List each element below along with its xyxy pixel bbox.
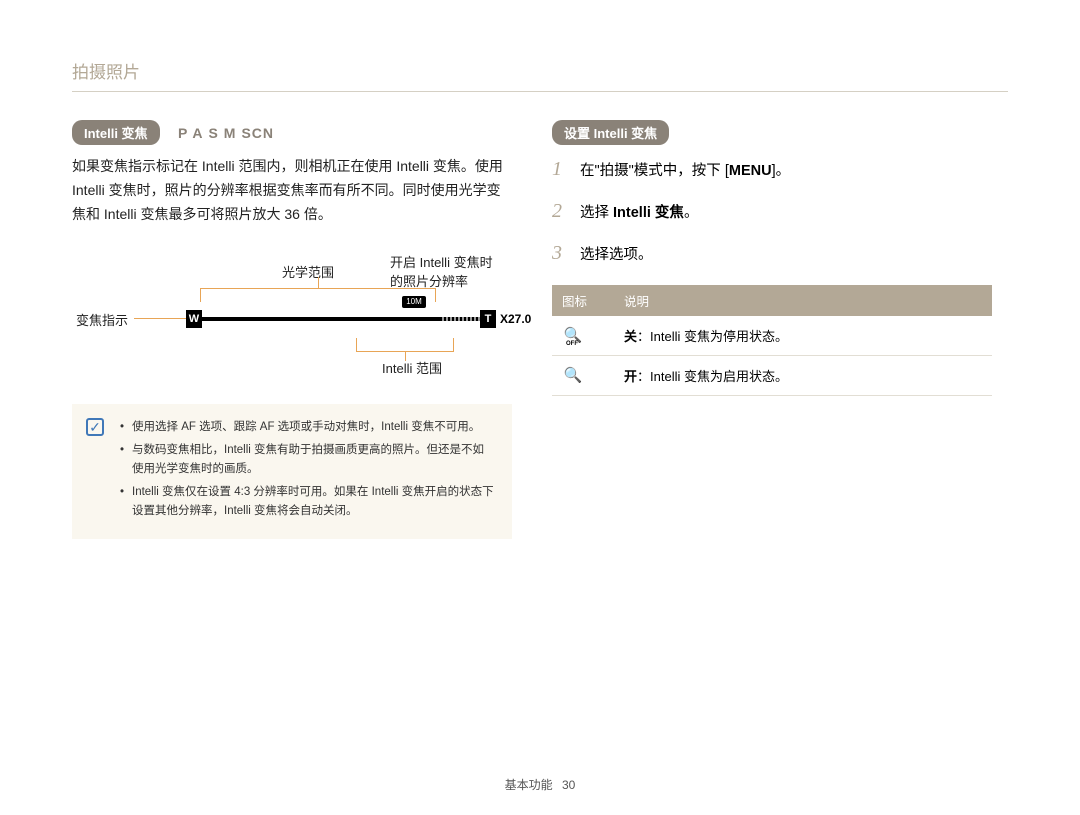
table-row: 🔍OFF 关：Intelli 变焦为停用状态。 [552, 316, 992, 356]
note-item: 使用选择 AF 选项、跟踪 AF 选项或手动对焦时，Intelli 变焦不可用。 [120, 418, 494, 437]
section-pill-setup: 设置 Intelli 变焦 [552, 120, 669, 145]
zoom-bar-tele-icon: T [480, 310, 496, 328]
zoom-bar-10m-icon: 10M [402, 296, 426, 308]
step-3: 3 选择选项。 [552, 237, 992, 269]
mode-m: M [224, 125, 242, 141]
label-zoom-indicator: 变焦指示 [76, 310, 128, 329]
options-table: 图标 说明 🔍OFF 关：Intelli 变焦为停用状态。 🔍 开：Intell… [552, 285, 992, 396]
table-row: 🔍 开：Intelli 变焦为启用状态。 [552, 356, 992, 396]
intelli-on-icon: 🔍 [562, 368, 584, 383]
zoom-bar-x-value: X27.0 [500, 310, 531, 328]
label-optical-range: 光学范围 [282, 262, 334, 281]
note-icon: ✓ [86, 418, 104, 436]
section-pill-intelli: Intelli 变焦 [72, 120, 160, 145]
left-column: Intelli 变焦 PASMSCN 如果变焦指示标记在 Intelli 范围内… [72, 120, 512, 539]
step-1: 1 在"拍摄"模式中，按下 [MENU]。 [552, 153, 992, 185]
note-item: 与数码变焦相比，Intelli 变焦有助于拍摄画质更高的照片。但还是不如使用光学… [120, 441, 494, 479]
intelli-description: 如果变焦指示标记在 Intelli 范围内，则相机正在使用 Intelli 变焦… [72, 155, 512, 226]
mode-p: P [178, 125, 192, 141]
zoom-bar-wide-icon: W [186, 310, 202, 328]
table-header-icon: 图标 [552, 285, 614, 316]
mode-a: A [192, 125, 208, 141]
label-intelli-range: Intelli 范围 [372, 358, 452, 377]
page-title: 拍摄照片 [72, 58, 1008, 92]
intelli-off-icon: 🔍OFF [562, 328, 584, 343]
zoom-diagram: 变焦指示 光学范围 开启 Intelli 变焦时 的照片分辨率 W 10M T … [72, 254, 512, 384]
mode-s: S [208, 125, 223, 141]
table-header-desc: 说明 [614, 285, 992, 316]
note-item: Intelli 变焦仅在设置 4:3 分辨率时可用。如果在 Intelli 变焦… [120, 483, 494, 521]
mode-letters: PASMSCN [178, 125, 274, 141]
note-box: ✓ 使用选择 AF 选项、跟踪 AF 选项或手动对焦时，Intelli 变焦不可… [72, 404, 512, 539]
page-footer: 基本功能 30 [0, 776, 1080, 793]
menu-button-label: MENU [729, 163, 772, 179]
right-column: 设置 Intelli 变焦 1 在"拍摄"模式中，按下 [MENU]。 2 选择… [552, 120, 992, 539]
label-resolution: 开启 Intelli 变焦时 的照片分辨率 [390, 254, 493, 292]
mode-scn: SCN [241, 125, 274, 141]
zoom-bar: W 10M T X27.0 [202, 310, 496, 328]
step-2: 2 选择 Intelli 变焦。 [552, 195, 992, 227]
